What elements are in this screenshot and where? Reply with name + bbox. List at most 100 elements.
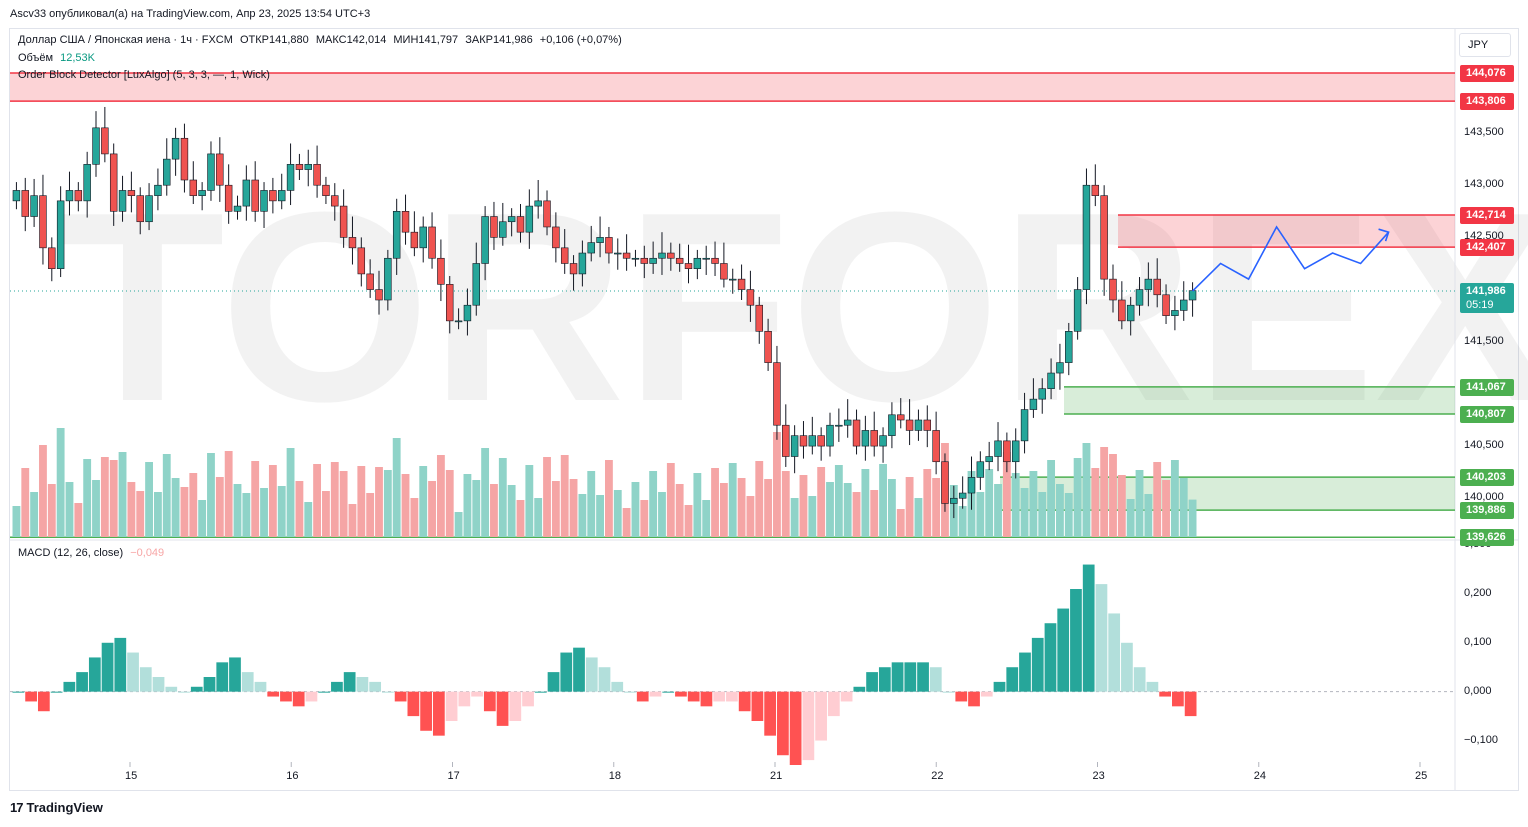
- volume-bar: [852, 492, 861, 537]
- volume-bar: [1056, 484, 1064, 537]
- volume-bar: [666, 463, 675, 537]
- candle-body: [835, 424, 843, 427]
- macd-bar: [1019, 652, 1031, 692]
- macd-bar: [25, 691, 37, 702]
- macd-bar: [394, 691, 407, 702]
- candle-body: [154, 184, 162, 196]
- candle-body: [1073, 289, 1082, 332]
- date-tick-label: 25: [1415, 770, 1428, 782]
- candle-body: [12, 190, 21, 202]
- volume-bar: [896, 509, 905, 537]
- candle-body: [640, 257, 649, 264]
- candle-body: [861, 430, 870, 447]
- candle-body: [1188, 290, 1197, 301]
- candle-body: [446, 284, 454, 322]
- candle-body: [649, 257, 657, 264]
- candle-body: [490, 216, 498, 238]
- candle-body: [879, 435, 887, 447]
- macd-bar: [509, 691, 522, 721]
- last-price-tag: 141,986 05:19: [1460, 283, 1514, 314]
- candle-body: [737, 278, 746, 290]
- candle-body: [313, 164, 321, 186]
- currency-button[interactable]: JPY: [1459, 33, 1511, 57]
- candle-body: [428, 226, 436, 259]
- volume-bar: [481, 448, 490, 537]
- candle-body: [870, 430, 878, 447]
- macd-bar: [292, 691, 305, 707]
- volume-bar: [445, 470, 454, 537]
- date-tick-label: 22: [931, 770, 944, 782]
- volume-bar: [932, 478, 941, 537]
- volume-bar: [817, 467, 826, 537]
- open-value: 141,880: [269, 34, 309, 46]
- macd-bar: [840, 691, 853, 702]
- volume-bar: [401, 474, 410, 537]
- volume-bar: [392, 438, 401, 537]
- macd-bar: [547, 672, 560, 692]
- candle-body: [1029, 398, 1038, 410]
- chart-frame[interactable]: [9, 28, 1519, 791]
- date-tick-label: 17: [447, 770, 460, 782]
- volume-bar: [870, 490, 879, 537]
- publish-info: Ascv33 опубликовал(а) на TradingView.com…: [10, 8, 371, 20]
- macd-bar: [1095, 584, 1108, 692]
- macd-bar: [777, 691, 789, 756]
- candle-body: [74, 190, 83, 202]
- candle-body: [437, 257, 445, 285]
- volume-bar: [277, 486, 286, 537]
- volume-bar: [958, 506, 967, 537]
- candle-body: [410, 231, 419, 249]
- open-label: ОТКР: [239, 34, 269, 46]
- bar-countdown: 05:19: [1466, 299, 1494, 312]
- volume-bar: [1188, 499, 1197, 537]
- volume-bar: [118, 452, 127, 537]
- macd-tick-label: 0,200: [1464, 586, 1492, 599]
- footer-brand[interactable]: 17 TradingView: [10, 800, 103, 815]
- volume-bar: [410, 498, 419, 537]
- volume-bar: [207, 453, 215, 537]
- candle-body: [375, 289, 383, 301]
- watermark-text: TORFOREX.COM: [60, 157, 1528, 458]
- volume-bar: [711, 468, 719, 537]
- candle-body: [224, 184, 233, 212]
- macd-bar: [280, 691, 292, 702]
- candle-body: [392, 211, 401, 259]
- volume-bar: [1117, 475, 1126, 537]
- order-block-price-tag: 140,203: [1460, 469, 1514, 487]
- volume-bar: [702, 500, 711, 537]
- volume-bar: [596, 495, 604, 537]
- volume-bar: [366, 493, 375, 537]
- volume-bar: [746, 496, 755, 537]
- volume-bar: [719, 483, 728, 537]
- macd-bar: [76, 672, 88, 692]
- volume-value: 12,53K: [60, 52, 95, 64]
- volume-bar: [861, 469, 870, 537]
- volume-bar: [1047, 460, 1056, 537]
- macd-bar: [853, 686, 866, 692]
- macd-bar: [101, 642, 114, 692]
- candle-body: [189, 179, 198, 196]
- macd-bar: [917, 662, 929, 692]
- volume-bar: [242, 493, 251, 537]
- candle-body: [817, 435, 825, 447]
- volume-bar: [516, 500, 525, 537]
- macd-bar: [445, 691, 458, 721]
- forecast-path: [1192, 225, 1390, 292]
- volume-bar: [83, 459, 92, 537]
- macd-bar: [165, 686, 178, 692]
- macd-bar: [190, 686, 203, 692]
- macd-bar: [496, 691, 509, 726]
- volume-bar: [251, 461, 260, 537]
- price-tick-label: 141,500: [1464, 334, 1504, 347]
- macd-bar: [152, 677, 165, 692]
- macd-bar: [968, 691, 980, 707]
- candle-body: [92, 127, 100, 165]
- volume-bar: [1038, 492, 1047, 537]
- footer-brand-text: TradingView: [26, 800, 103, 815]
- volume-bar: [658, 492, 666, 537]
- volume-bar: [189, 473, 198, 537]
- candle-body: [516, 216, 525, 233]
- candle-body: [322, 184, 330, 196]
- candle-body: [419, 226, 427, 249]
